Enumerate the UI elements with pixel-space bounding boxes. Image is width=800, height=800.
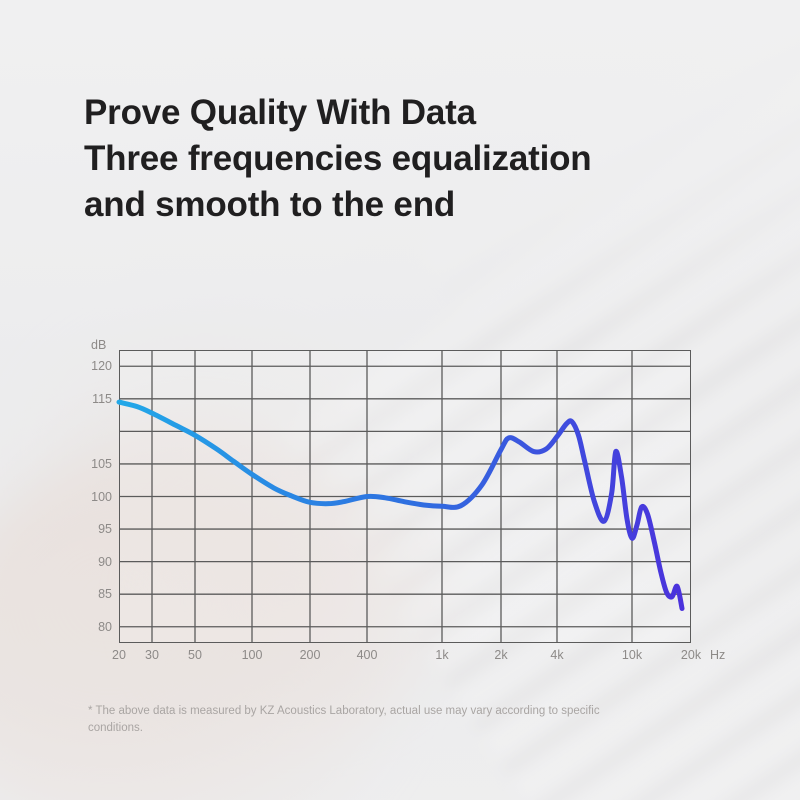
y-tick-105: 105 bbox=[91, 456, 112, 471]
headline-line-3: and smooth to the end bbox=[84, 185, 456, 224]
page-title: Prove Quality With Data Three frequencie… bbox=[84, 90, 744, 228]
x-tick-20: 20 bbox=[112, 648, 126, 662]
footnote-disclaimer: * The above data is measured by KZ Acous… bbox=[88, 705, 600, 734]
x-axis-unit-label: Hz bbox=[710, 648, 726, 662]
x-tick-30: 30 bbox=[145, 648, 159, 662]
y-tick-100: 100 bbox=[91, 489, 112, 504]
headline-line-1: Prove Quality With Data bbox=[84, 93, 476, 132]
x-tick-4k: 4k bbox=[550, 648, 564, 662]
y-axis-tick-labels: 120 115 105 100 95 90 85 80 bbox=[82, 350, 112, 643]
plot-gridlines bbox=[119, 350, 691, 643]
frequency-response-chart bbox=[116, 350, 691, 643]
x-tick-2k: 2k bbox=[494, 648, 508, 662]
response-curve bbox=[116, 399, 685, 611]
x-axis-tick-labels: 20 30 50 100 200 400 1k 2k 4k 10k 20k bbox=[112, 648, 701, 668]
x-tick-50: 50 bbox=[188, 648, 202, 662]
y-tick-80: 80 bbox=[98, 619, 112, 634]
y-tick-85: 85 bbox=[98, 587, 112, 602]
y-tick-90: 90 bbox=[98, 554, 112, 569]
x-tick-1k: 1k bbox=[435, 648, 449, 662]
y-axis-unit-label: dB bbox=[91, 338, 107, 352]
x-tick-200: 200 bbox=[299, 648, 321, 662]
response-curve-layer bbox=[116, 399, 685, 611]
y-tick-95: 95 bbox=[98, 522, 112, 537]
x-tick-400: 400 bbox=[356, 648, 378, 662]
x-tick-10k: 10k bbox=[621, 648, 643, 662]
x-tick-20k: 20k bbox=[680, 648, 702, 662]
headline-line-2: Three frequencies equalization bbox=[84, 139, 592, 178]
y-tick-115: 115 bbox=[92, 391, 112, 406]
x-tick-100: 100 bbox=[241, 648, 263, 662]
y-tick-120: 120 bbox=[91, 359, 112, 374]
